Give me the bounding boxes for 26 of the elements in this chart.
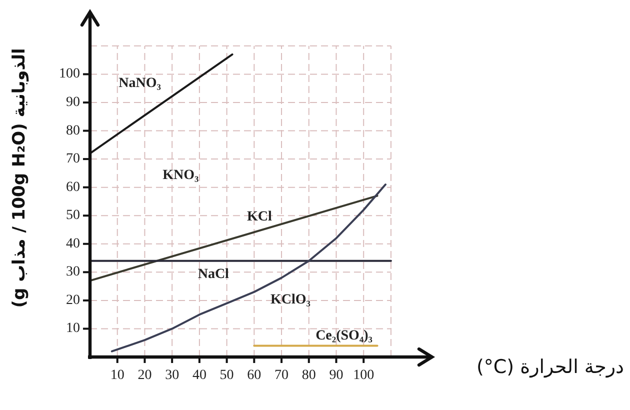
y-tick-label: 90	[66, 95, 80, 110]
series-label: KClO₃	[270, 292, 310, 308]
x-tick-label: 100	[353, 368, 374, 383]
series-label: NaNO₃	[118, 76, 161, 91]
series-label: KCl	[247, 210, 272, 225]
y-tick-label: 30	[66, 264, 80, 280]
y-tick-label: 10	[66, 321, 80, 336]
x-tick-label: 40	[192, 368, 206, 383]
x-tick-label: 60	[247, 368, 262, 383]
y-tick-label: 20	[66, 292, 80, 308]
annotation: KNO₃	[162, 168, 199, 184]
y-tick-label: 70	[66, 152, 80, 167]
y-tick-label: 60	[66, 180, 80, 195]
y-tick-label: 100	[59, 66, 80, 82]
y-tick-label: 40	[66, 236, 80, 252]
x-tick-label: 10	[110, 368, 124, 383]
x-tick-label: 30	[165, 368, 180, 383]
x-tick-label: 70	[274, 368, 289, 383]
x-tick-label: 80	[302, 368, 316, 383]
x-tick-label: 50	[220, 368, 234, 383]
series-label: Ce₂(SO₄)₃	[316, 328, 372, 344]
y-tick-label: 80	[66, 123, 80, 138]
y-tick-label: 50	[66, 208, 80, 224]
x-tick-label: 20	[138, 368, 152, 383]
series-label: NaCl	[198, 266, 229, 282]
x-tick-label: 90	[329, 368, 344, 383]
